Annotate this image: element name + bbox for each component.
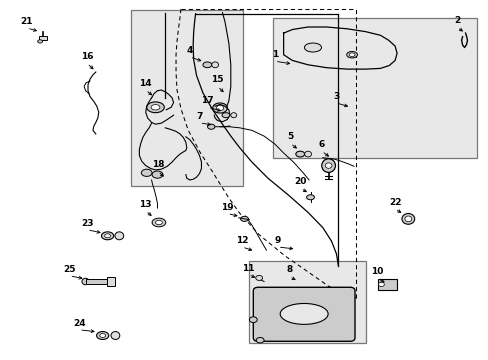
Text: 13: 13 <box>139 200 152 209</box>
Ellipse shape <box>81 278 89 285</box>
Ellipse shape <box>211 62 218 68</box>
Text: 24: 24 <box>73 319 85 328</box>
Ellipse shape <box>102 232 113 240</box>
Text: 2: 2 <box>453 16 459 25</box>
Ellipse shape <box>141 169 152 176</box>
Text: 4: 4 <box>186 46 193 55</box>
Text: 6: 6 <box>318 140 324 149</box>
Ellipse shape <box>222 113 229 118</box>
Ellipse shape <box>203 62 211 68</box>
Ellipse shape <box>295 151 304 157</box>
Bar <box>377 279 396 290</box>
Bar <box>85 279 109 284</box>
Ellipse shape <box>249 317 257 323</box>
Bar <box>131 10 242 186</box>
Ellipse shape <box>346 51 357 58</box>
Text: 7: 7 <box>196 112 203 121</box>
Ellipse shape <box>321 159 335 172</box>
Ellipse shape <box>111 332 120 339</box>
Ellipse shape <box>325 163 331 168</box>
FancyBboxPatch shape <box>253 287 354 341</box>
Text: 12: 12 <box>235 236 248 245</box>
Ellipse shape <box>401 213 414 224</box>
Text: 16: 16 <box>81 52 93 61</box>
Text: 15: 15 <box>211 76 224 85</box>
Bar <box>272 18 476 158</box>
Text: 19: 19 <box>221 202 233 211</box>
Ellipse shape <box>115 232 123 240</box>
Text: 10: 10 <box>370 267 383 276</box>
Ellipse shape <box>96 332 108 339</box>
Text: 23: 23 <box>81 219 93 228</box>
Ellipse shape <box>404 216 411 222</box>
Ellipse shape <box>240 216 248 221</box>
Ellipse shape <box>151 105 160 110</box>
Ellipse shape <box>155 220 162 225</box>
Ellipse shape <box>255 275 262 280</box>
Text: 3: 3 <box>333 92 339 101</box>
Ellipse shape <box>304 43 321 52</box>
Bar <box>249 261 365 343</box>
Text: 11: 11 <box>242 264 254 273</box>
Bar <box>106 277 115 286</box>
Ellipse shape <box>38 40 42 43</box>
Ellipse shape <box>216 105 223 111</box>
Ellipse shape <box>348 53 354 57</box>
Ellipse shape <box>280 303 327 324</box>
Ellipse shape <box>146 102 164 113</box>
Text: 18: 18 <box>151 161 164 169</box>
Text: 9: 9 <box>274 236 281 245</box>
Text: 25: 25 <box>63 265 76 274</box>
Text: 22: 22 <box>388 198 401 207</box>
Ellipse shape <box>378 282 384 287</box>
Text: 17: 17 <box>201 96 214 105</box>
Text: 8: 8 <box>286 266 292 274</box>
Ellipse shape <box>100 333 105 338</box>
Ellipse shape <box>152 171 163 178</box>
Ellipse shape <box>212 103 227 113</box>
Text: 14: 14 <box>139 79 152 88</box>
Bar <box>39 36 47 40</box>
Ellipse shape <box>230 113 236 118</box>
Ellipse shape <box>104 234 110 238</box>
Ellipse shape <box>306 195 314 200</box>
Ellipse shape <box>207 124 214 129</box>
Text: 20: 20 <box>294 177 306 186</box>
Text: 5: 5 <box>287 132 293 141</box>
Text: 21: 21 <box>20 17 33 26</box>
Ellipse shape <box>152 218 165 227</box>
Text: 1: 1 <box>271 50 277 59</box>
Ellipse shape <box>304 151 311 157</box>
Ellipse shape <box>256 338 264 343</box>
